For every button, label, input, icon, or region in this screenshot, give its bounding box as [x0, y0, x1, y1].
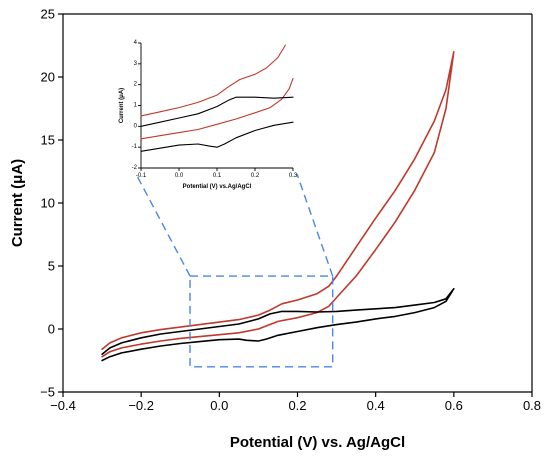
inset-x-axis-title: Potential (V) vs.Ag/AgCl: [183, 184, 252, 190]
inset-y-tick-label: -2: [132, 165, 138, 171]
main-x-tick-label: 0.6: [445, 398, 463, 413]
inset-x-tick-label: 0.1: [213, 173, 222, 179]
main-series-line-1: [101, 50, 455, 358]
main-x-tick-label: 0.0: [210, 398, 228, 413]
main-x-tick-label: 0.8: [523, 398, 541, 413]
main-x-tick-label: 0.2: [288, 398, 306, 413]
inset-x-tick-label: 0.2: [251, 173, 260, 179]
inset-background: [141, 43, 293, 168]
inset-series-line-2: [140, 77, 294, 140]
inset-series-line-3: [140, 96, 294, 127]
main-series-line-2: [101, 287, 455, 362]
inset-y-tick-label: 0: [134, 123, 138, 129]
inset-y-tick-label: 3: [134, 61, 138, 67]
main-y-tick-label: 25: [41, 7, 55, 22]
inset-x-tick-label: -0.1: [136, 173, 147, 179]
main-y-tick-label: 15: [41, 133, 55, 148]
main-y-tick-label: 10: [41, 196, 55, 211]
inset-y-tick-label: 2: [134, 82, 138, 88]
inset-y-tick-label: -1: [132, 144, 138, 150]
main-y-axis-title: Current (μA): [9, 159, 26, 247]
main-x-tick-label: −0.4: [50, 398, 76, 413]
zoom-connector-lines: [135, 173, 334, 368]
main-x-tick-label: 0.4: [367, 398, 385, 413]
zoom-connector-right: [296, 173, 334, 277]
inset-x-tick-label: 0.3: [289, 173, 298, 179]
inset-chart: -0.1 0.0 0.1 0.2 0.3 -2 -1 0 1 2 3 4 Potential (V) v…: [119, 40, 298, 190]
inset-y-axis-title: Current (μA): [119, 88, 125, 123]
zoom-connector-left: [135, 173, 191, 277]
main-x-axis-title: Potential (V) vs. Ag/AgCl: [230, 434, 405, 451]
inset-y-tick-label: 4: [134, 40, 138, 46]
main-y-tick-label: 20: [41, 70, 55, 85]
zoom-region-box: [189, 275, 334, 368]
main-y-tick-label: 5: [48, 259, 55, 274]
inset-series-line-4: [140, 121, 294, 152]
inset-x-tick-label: 0.0: [175, 173, 184, 179]
main-y-tick-label: −5: [40, 385, 55, 400]
inset-y-tick-label: 1: [134, 103, 138, 109]
inset-series-line-1: [140, 44, 286, 117]
main-y-tick-label: 0: [48, 322, 55, 337]
main-chart: −0.4 −0.2 0.0 0.2 0.4 0.6 0.8−50510152025Poten…: [9, 7, 541, 452]
main-x-tick-label: −0.2: [128, 398, 154, 413]
